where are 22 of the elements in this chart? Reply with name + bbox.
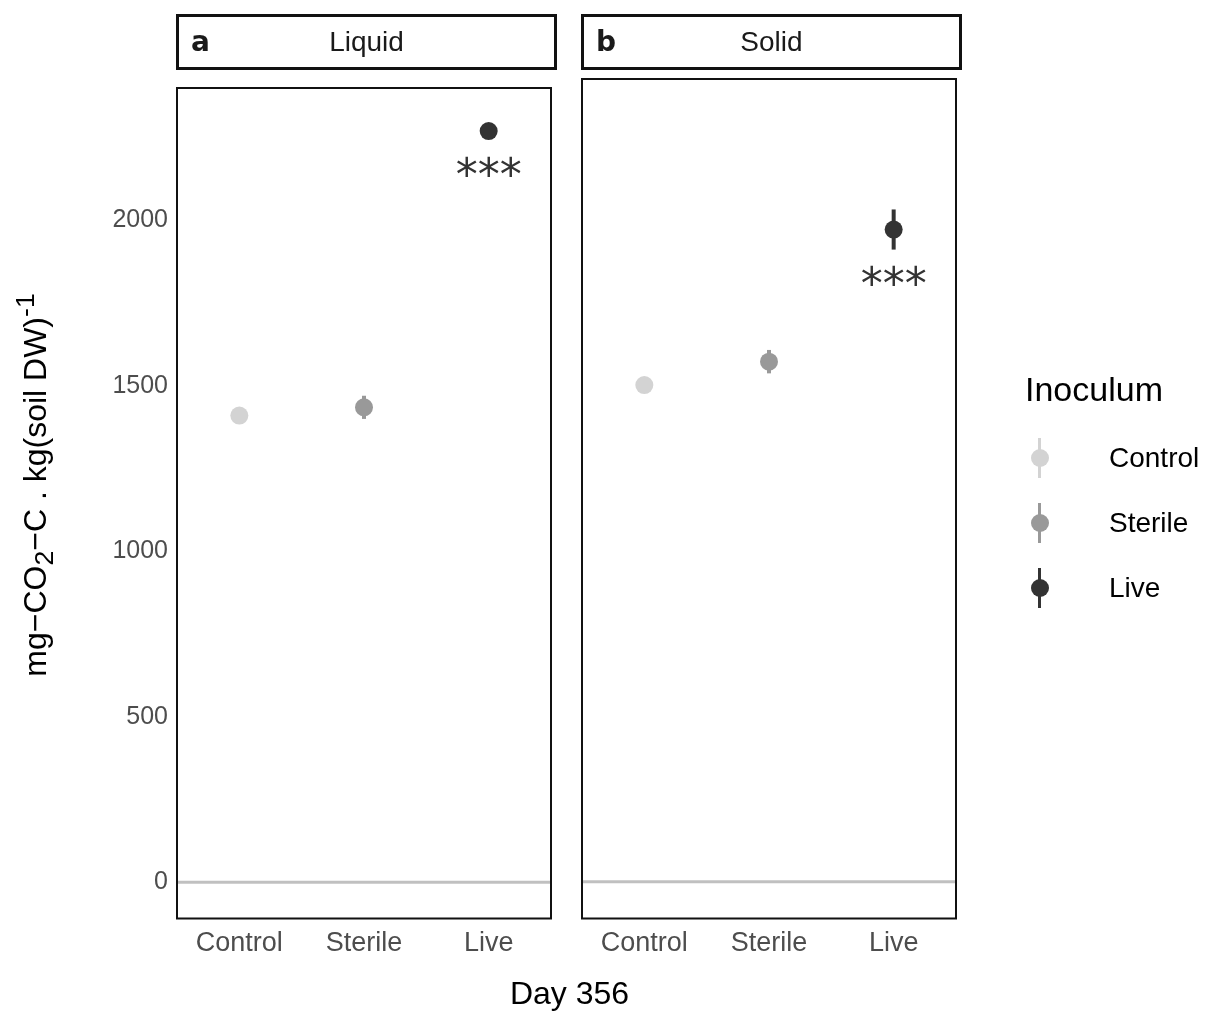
legend-label: Sterile (1109, 506, 1189, 539)
x-tick-label: Live (463, 927, 514, 958)
legend-title: Inoculum (1025, 370, 1164, 409)
legend-label: Control (1109, 441, 1200, 474)
y-tick-label: 0 (154, 866, 168, 895)
x-tick-label: Control (195, 927, 283, 958)
y-tick-label: 1000 (112, 535, 168, 564)
x-tick-label: Live (868, 927, 919, 958)
y-tick-label: 1500 (112, 369, 168, 398)
legend-label: Live (1109, 571, 1161, 604)
y-tick-label: 500 (126, 700, 168, 729)
chart-title: Liquid (329, 26, 404, 57)
x-tick-label: Sterile (325, 927, 403, 958)
x-tick-label: Control (600, 927, 688, 958)
x-axis-title: Day 356 (508, 975, 631, 1012)
annotation: *** (455, 149, 522, 201)
text: a (191, 24, 210, 60)
chart-title: Solid (740, 26, 803, 57)
annotation: *** (860, 258, 927, 310)
y-tick-label: 2000 (112, 204, 168, 233)
text: b (596, 24, 617, 60)
x-tick-label: Sterile (730, 927, 808, 958)
